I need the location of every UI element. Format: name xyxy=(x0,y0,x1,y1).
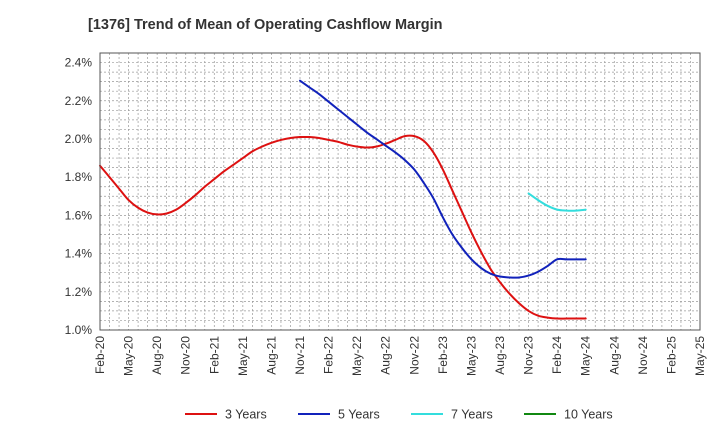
y-tick-label: 2.0% xyxy=(65,132,93,146)
x-tick-label: Feb-23 xyxy=(436,336,450,374)
y-tick-label: 2.4% xyxy=(65,56,93,70)
x-tick-label: May-25 xyxy=(693,336,707,376)
y-tick-label: 2.2% xyxy=(65,94,93,108)
plot-border xyxy=(99,52,701,331)
x-tick-label: Aug-23 xyxy=(493,336,507,375)
series-line-3-years xyxy=(99,134,587,320)
x-tick-label: Nov-20 xyxy=(179,336,193,375)
x-tick-label: May-24 xyxy=(579,336,593,376)
legend-label-5-years: 5 Years xyxy=(338,408,380,422)
x-tick-label: Feb-20 xyxy=(93,336,107,374)
chart-title: [1376] Trend of Mean of Operating Cashfl… xyxy=(88,17,443,33)
x-tick-label: Feb-24 xyxy=(550,336,564,374)
x-tick-label: May-22 xyxy=(350,336,364,376)
y-tick-label: 1.4% xyxy=(65,247,93,261)
x-tick-label: Feb-25 xyxy=(664,336,678,374)
y-tick-label: 1.8% xyxy=(65,170,93,184)
y-tick-label: 1.0% xyxy=(65,323,93,337)
axes: 1.0% 1.2% 1.4% 1.6% 1.8% 2.0% 2.2% 2.4% Feb-20 Ma… xyxy=(65,52,707,376)
x-tick-label: Aug-20 xyxy=(150,336,164,375)
grid xyxy=(100,53,700,330)
legend: 3 Years 5 Years 7 Years 10 Years xyxy=(185,408,613,422)
x-tick-label: Nov-24 xyxy=(636,336,650,375)
x-tick-label: Aug-22 xyxy=(379,336,393,375)
x-tick-label: Aug-24 xyxy=(607,336,621,375)
legend-label-7-years: 7 Years xyxy=(451,408,493,422)
legend-label-10-years: 10 Years xyxy=(564,408,613,422)
series-line-5-years xyxy=(299,79,587,279)
x-tick-label: Feb-22 xyxy=(322,336,336,374)
x-tick-label: Feb-21 xyxy=(207,336,221,374)
x-tick-label: Nov-21 xyxy=(293,336,307,375)
x-tick-label: Aug-21 xyxy=(264,336,278,375)
x-tick-label: May-23 xyxy=(464,336,478,376)
x-tick-label: May-21 xyxy=(236,336,250,376)
plot-area xyxy=(100,53,700,330)
series-line-7-years xyxy=(527,192,587,212)
x-tick-label: May-20 xyxy=(122,336,136,376)
x-tick-label: Nov-22 xyxy=(407,336,421,375)
y-tick-label: 1.6% xyxy=(65,208,93,222)
x-tick-label: Nov-23 xyxy=(522,336,536,375)
series-lines xyxy=(99,79,587,320)
y-tick-label: 1.2% xyxy=(65,285,93,299)
legend-label-3-years: 3 Years xyxy=(225,408,267,422)
